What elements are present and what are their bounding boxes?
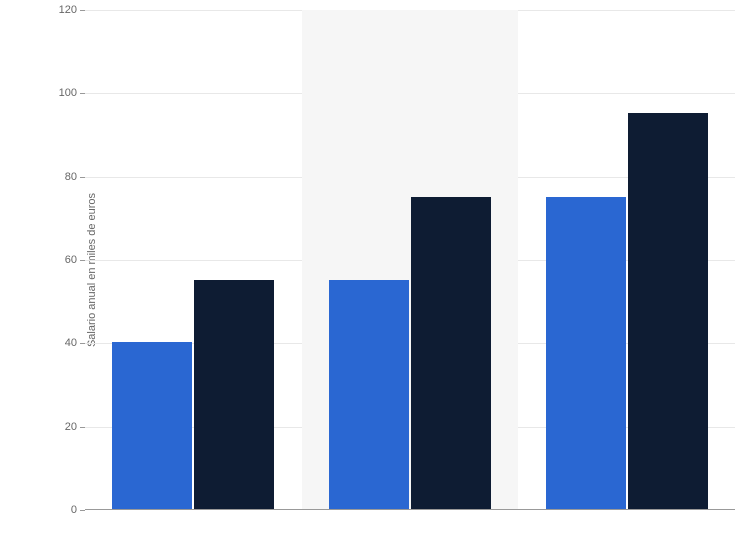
plot-area: 020406080100120 <box>85 10 735 510</box>
y-tick-label: 60 <box>65 254 85 266</box>
y-tick-label: 20 <box>65 421 85 433</box>
bar-min <box>112 342 192 509</box>
bar-min <box>546 197 626 510</box>
bar-max <box>194 280 274 509</box>
y-tick-label: 40 <box>65 337 85 349</box>
y-tick-label: 80 <box>65 171 85 183</box>
bar-max <box>411 197 491 510</box>
y-tick-label: 100 <box>59 87 85 99</box>
chart-container: Salario anual en miles de euros 02040608… <box>55 10 735 530</box>
y-tick-label: 120 <box>59 4 85 16</box>
bar-max <box>628 113 708 509</box>
y-tick-label: 0 <box>71 504 85 516</box>
bar-min <box>329 280 409 509</box>
